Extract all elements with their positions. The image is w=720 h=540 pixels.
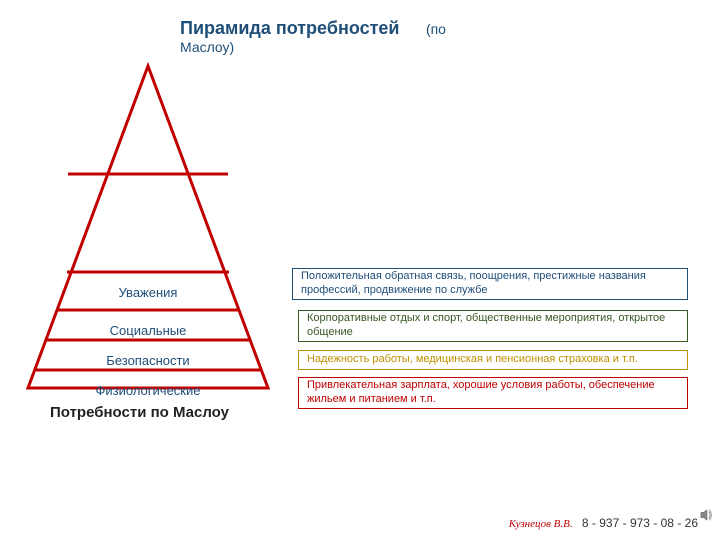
pyramid-level-label-1: Уважения [48,285,248,300]
desc-box-1: Положительная обратная связь, поощрения,… [292,268,688,300]
pyramid-caption: Потребности по Маслоу [50,404,229,421]
desc-box-4: Привлекательная зарплата, хорошие услови… [298,377,688,409]
pyramid-level-label-4: Физиологические [48,383,248,398]
footer-phone: 8 - 937 - 973 - 08 - 26 [582,516,698,530]
desc-box-2: Корпоративные отдых и спорт, общественны… [298,310,688,342]
footer-author: Кузнецов В.В. [509,518,573,530]
desc-text-3: Надежность работы, медицинская и пенсион… [307,353,638,367]
title-sub2: Маслоу) [180,39,580,55]
pyramid-diagram [18,62,278,392]
desc-box-3: Надежность работы, медицинская и пенсион… [298,350,688,370]
footer: Кузнецов В.В. 8 - 937 - 973 - 08 - 26 [509,516,698,530]
title-block: Пирамида потребностей (по Маслоу) [180,18,580,55]
desc-text-4: Привлекательная зарплата, хорошие услови… [307,379,679,407]
pyramid-level-label-2: Социальные [48,323,248,338]
desc-text-1: Положительная обратная связь, поощрения,… [301,270,679,298]
desc-text-2: Корпоративные отдых и спорт, общественны… [307,312,679,340]
title-sub1: (по [426,21,446,37]
sound-icon [700,508,714,522]
pyramid-level-label-3: Безопасности [48,353,248,368]
title-main: Пирамида потребностей [180,18,399,38]
